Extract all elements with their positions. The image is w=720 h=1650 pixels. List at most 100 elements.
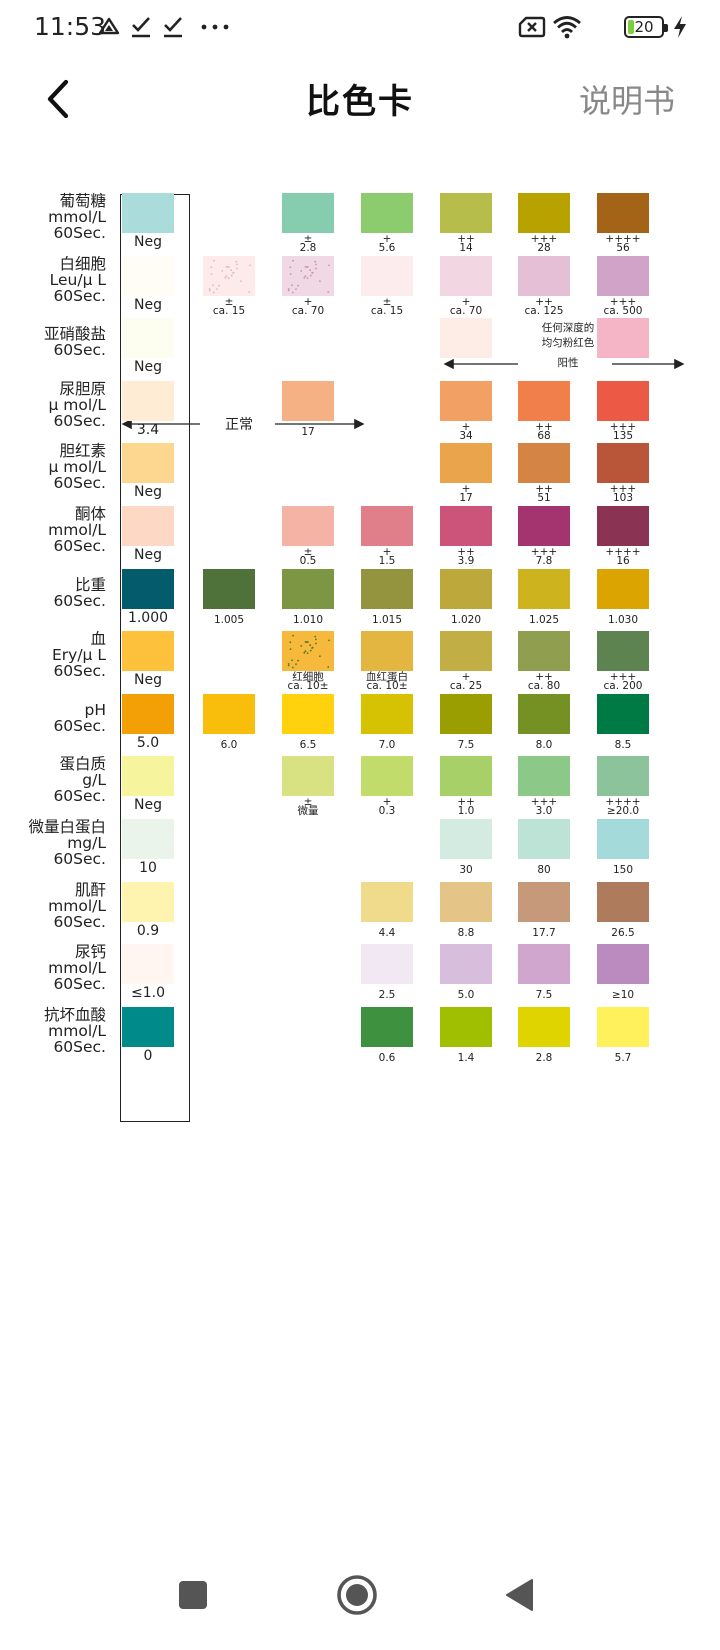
color-swatch xyxy=(518,819,570,859)
row-label: 微量白蛋白 mg/L 60Sec. xyxy=(28,819,106,867)
swatch-grade: + xyxy=(461,483,471,496)
swatch-grade: ++ xyxy=(535,483,553,496)
status-time: 11:53 xyxy=(34,12,107,41)
swatch-value: 1.010 xyxy=(292,613,324,626)
swatch-grade: ++++ xyxy=(605,796,641,809)
swatch-grade: ++ xyxy=(535,295,553,308)
swatch-value: 1.030 xyxy=(607,613,639,626)
color-swatch xyxy=(518,944,570,985)
reference-value: 0 xyxy=(143,1047,153,1064)
row-label-line: 血 xyxy=(90,630,106,649)
row-label: 葡萄糖 mmol/L 60Sec. xyxy=(48,193,106,241)
color-swatch xyxy=(361,1006,413,1047)
speckle-pattern xyxy=(287,259,330,293)
normal-annotation: 正常 xyxy=(225,417,253,433)
reference-swatch xyxy=(122,631,174,672)
back-triangle-icon[interactable] xyxy=(504,1578,536,1612)
swatch-grade: ++ xyxy=(535,671,553,684)
drive-icon xyxy=(98,17,120,35)
row-label: 血 Ery/μ L 60Sec. xyxy=(52,631,106,679)
swatch-value: 8.5 xyxy=(614,738,632,751)
swatch-value: ≥20.0 xyxy=(606,805,640,818)
row-label-line: 60Sec. xyxy=(53,474,106,493)
reference-swatch xyxy=(122,380,174,421)
back-chevron-icon xyxy=(47,79,69,119)
swatch-grade: + xyxy=(382,546,392,558)
row-label: 白细胞 Leu/μ L 60Sec. xyxy=(50,256,106,304)
swatch-value: ca. 200 xyxy=(603,680,643,693)
swatch-value: 56 xyxy=(616,242,630,254)
row-label-line: mmol/L xyxy=(48,208,106,226)
color-swatch xyxy=(518,881,570,922)
swatch-value: 0.5 xyxy=(299,555,317,567)
color-swatch xyxy=(597,881,649,922)
swatch-value: 1.5 xyxy=(378,555,396,567)
color-swatch xyxy=(282,756,334,797)
color-swatch xyxy=(203,568,255,609)
color-swatch xyxy=(597,568,649,609)
color-swatch xyxy=(440,944,492,985)
row-label-line: 60Sec. xyxy=(53,341,106,360)
sim-x-icon xyxy=(518,16,546,38)
reference-swatch xyxy=(122,568,174,609)
row-label: pH 60Sec. xyxy=(53,702,106,734)
color-swatch xyxy=(518,756,570,797)
color-swatch xyxy=(597,380,649,421)
color-swatch xyxy=(597,193,649,233)
color-swatch xyxy=(597,443,649,484)
recents-square-icon[interactable] xyxy=(178,1580,208,1610)
swatch-grade: ++ xyxy=(457,796,475,809)
color-swatch xyxy=(282,693,334,734)
swatch-value: 14 xyxy=(459,242,473,254)
row-label-line: 酮体 xyxy=(74,505,106,523)
color-swatch xyxy=(440,756,492,797)
row-label-line: 胆红素 xyxy=(59,442,106,461)
swatch-value: ca. 500 xyxy=(603,304,643,317)
home-circle-icon[interactable] xyxy=(336,1574,378,1616)
pink-note-line2: 均匀粉红色 xyxy=(541,337,595,349)
reference-value: Neg xyxy=(134,547,162,563)
row-label-line: mmol/L xyxy=(48,959,106,978)
system-nav-bar xyxy=(0,1570,720,1650)
swatch-value: 1.4 xyxy=(457,1051,475,1064)
color-swatch xyxy=(282,193,334,233)
swatch-value: 微量 xyxy=(297,805,319,818)
color-swatch xyxy=(361,756,413,797)
swatch-value: 6.5 xyxy=(299,738,317,751)
color-swatch xyxy=(361,193,413,233)
row-label-line: 60Sec. xyxy=(53,716,106,735)
reference-value: ≤1.0 xyxy=(131,985,165,1002)
swatch-value: 150 xyxy=(612,864,634,876)
swatch-value: 34 xyxy=(459,429,473,442)
swatch-grade: 血红蛋白 xyxy=(366,671,408,684)
back-button[interactable] xyxy=(40,74,84,124)
row-label-line: 蛋白质 xyxy=(59,755,106,774)
row-label-line: 60Sec. xyxy=(53,787,106,806)
color-swatch xyxy=(203,693,255,734)
swatch-grade: + xyxy=(382,796,392,809)
swatch-value: 7.8 xyxy=(535,555,553,567)
row-label: 比重 60Sec. xyxy=(53,577,106,609)
row-label-line: 尿胆原 xyxy=(59,379,106,398)
swatch-grade: +++ xyxy=(530,546,558,558)
color-swatch xyxy=(518,443,570,484)
swatch-value: 4.4 xyxy=(378,926,396,939)
battery-percent: 20 xyxy=(634,18,654,36)
row-label-line: mmol/L xyxy=(48,1021,106,1040)
row-label: 蛋白质 g/L 60Sec. xyxy=(53,756,106,804)
pink-note-line1: 任何深度的 xyxy=(541,322,595,334)
row-label-line: 60Sec. xyxy=(53,912,106,931)
swatch-value: 2.8 xyxy=(535,1051,553,1064)
color-swatch xyxy=(518,193,570,233)
swatch-value: ca. 25 xyxy=(449,680,483,693)
swatch-grade: ++ xyxy=(535,420,553,433)
manual-link[interactable]: 说明书 xyxy=(578,82,675,120)
row-label-line: μ mol/L xyxy=(48,458,106,477)
color-swatch xyxy=(440,881,492,922)
swatch-value: ca. 70 xyxy=(449,304,483,317)
row-label-line: 60Sec. xyxy=(53,662,106,681)
row-label-line: 60Sec. xyxy=(53,411,106,430)
battery-icon: 20 xyxy=(624,16,668,38)
reference-swatch xyxy=(122,506,174,546)
swatch-value: ca. 70 xyxy=(291,304,325,317)
